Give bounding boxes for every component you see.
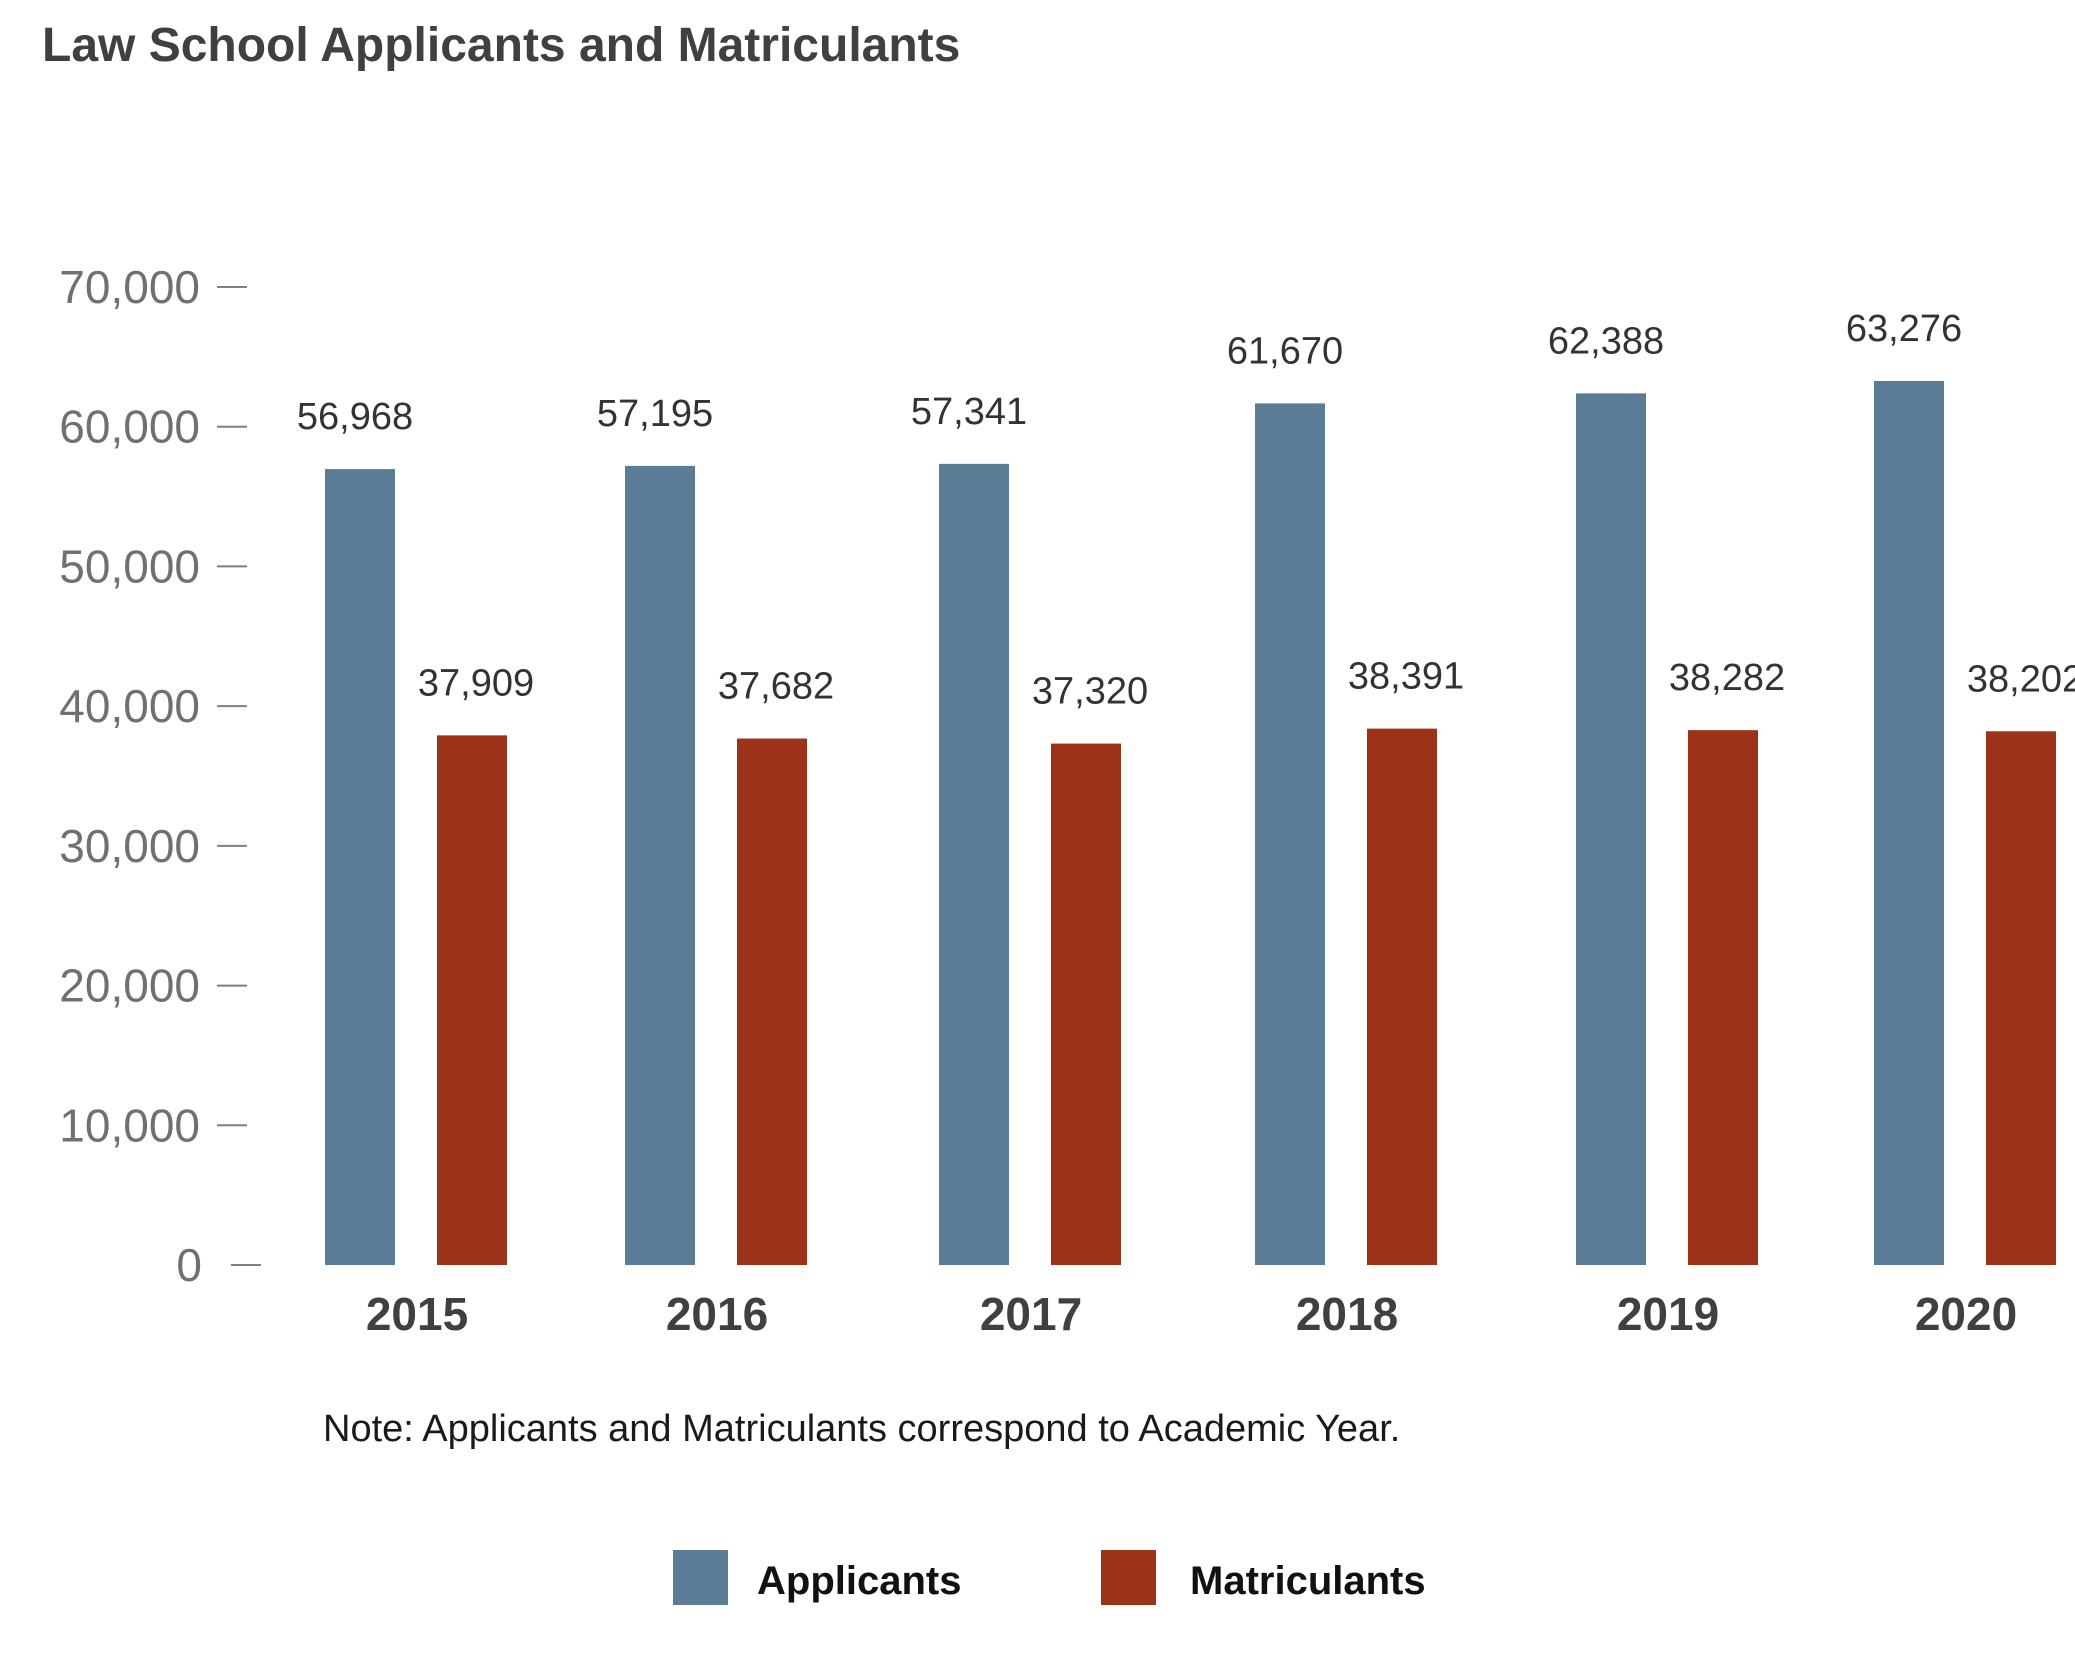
y-tick-label: 70,000 (59, 261, 200, 313)
y-tick-label: 20,000 (59, 960, 200, 1012)
bar-matriculants-2019 (1688, 730, 1758, 1265)
x-tick-label-2020: 2020 (1915, 1288, 2017, 1340)
y-axis: 0 10,000 20,000 30,000 40,000 50,000 60,000 70,… (59, 261, 261, 1291)
y-tick-label: 60,000 (59, 401, 200, 453)
data-label-applicants-2020: 63,276 (1846, 308, 1962, 350)
data-label-matriculants-2015: 37,909 (418, 662, 534, 704)
data-label-applicants-2015: 56,968 (297, 396, 413, 438)
bar-applicants-2019 (1576, 393, 1646, 1265)
x-tick-label-2019: 2019 (1617, 1288, 1719, 1340)
chart-note: Note: Applicants and Matriculants corres… (323, 1408, 1401, 1450)
data-label-applicants-2016: 57,195 (597, 393, 713, 435)
y-tick-label: 0 (176, 1239, 202, 1291)
bar-group (325, 380, 2056, 1266)
bar-matriculants-2017 (1051, 743, 1121, 1265)
bar-matriculants-2015 (437, 735, 507, 1265)
bar-matriculants-2020 (1986, 731, 2056, 1265)
y-tick-label: 10,000 (59, 1099, 200, 1151)
data-label-applicants-2017: 57,341 (911, 391, 1027, 433)
data-label-applicants-2019: 62,388 (1548, 320, 1664, 362)
bar-matriculants-2016 (737, 738, 807, 1265)
y-tick-label: 30,000 (59, 820, 200, 872)
x-axis: 2015 2016 2017 2018 2019 2020 (366, 1288, 2017, 1340)
x-tick-label-2018: 2018 (1296, 1288, 1398, 1340)
data-label-applicants-2018: 61,670 (1227, 330, 1343, 372)
legend-swatch-applicants (673, 1550, 728, 1605)
data-labels: 56,968 57,195 57,341 61,670 62,388 63,276 37,9… (297, 308, 2075, 713)
bar-matriculants-2018 (1367, 728, 1437, 1265)
legend-label-applicants: Applicants (757, 1559, 962, 1603)
data-label-matriculants-2019: 38,282 (1669, 657, 1785, 699)
y-tick-label: 50,000 (59, 540, 200, 592)
bar-applicants-2016 (625, 465, 695, 1265)
bar-applicants-2020 (1874, 380, 1944, 1266)
x-tick-label-2015: 2015 (366, 1288, 468, 1340)
legend-label-matriculants: Matriculants (1190, 1559, 1426, 1603)
x-tick-label-2016: 2016 (666, 1288, 768, 1340)
y-tick-label: 40,000 (59, 680, 200, 732)
chart-title: Law School Applicants and Matriculants (42, 19, 961, 72)
data-label-matriculants-2020: 38,202 (1967, 658, 2075, 700)
x-tick-label-2017: 2017 (980, 1288, 1082, 1340)
data-label-matriculants-2016: 37,682 (718, 666, 834, 708)
bar-applicants-2015 (325, 469, 395, 1265)
bar-applicants-2017 (939, 463, 1009, 1265)
data-label-matriculants-2017: 37,320 (1032, 671, 1148, 713)
legend-swatch-matriculants (1101, 1550, 1156, 1605)
data-label-matriculants-2018: 38,391 (1348, 656, 1464, 698)
bar-applicants-2018 (1255, 403, 1325, 1266)
